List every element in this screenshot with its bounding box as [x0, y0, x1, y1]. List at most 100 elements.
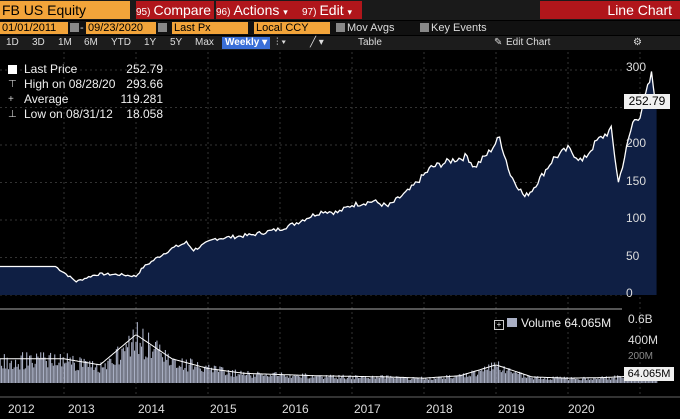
volume-bar — [565, 378, 567, 383]
range-5y[interactable]: 5Y — [170, 37, 183, 48]
range-bar — [0, 36, 680, 50]
legend-high-value: 293.66 — [126, 77, 163, 91]
range-6m[interactable]: 6M — [84, 37, 98, 48]
volume-bar — [447, 376, 449, 383]
period-select[interactable]: Weekly ▾ — [222, 37, 270, 49]
range-3d[interactable]: 3D — [32, 37, 45, 48]
volume-bar — [342, 374, 344, 383]
volume-bar — [59, 354, 61, 383]
volume-bar — [121, 348, 123, 383]
key-events-label[interactable]: Key Events — [431, 22, 487, 34]
volume-bar — [27, 365, 29, 383]
volume-bar — [517, 374, 519, 383]
volume-bar — [187, 371, 189, 383]
volume-bar — [215, 366, 217, 383]
volume-bar — [400, 377, 402, 383]
range-1m[interactable]: 1M — [58, 37, 72, 48]
key-events-checkbox[interactable] — [420, 23, 429, 32]
end-date-field[interactable]: 09/23/2020 — [86, 22, 156, 34]
volume-bar — [395, 376, 397, 383]
volume-bar — [166, 359, 168, 383]
volume-bar — [594, 378, 596, 383]
edit-chart-button[interactable]: Edit Chart — [506, 37, 551, 48]
volume-bar — [356, 375, 358, 383]
white-square-icon — [8, 65, 17, 74]
expand-icon[interactable]: + — [494, 320, 504, 330]
start-date-field[interactable]: 01/01/2011 — [0, 22, 68, 34]
volume-bar — [250, 375, 252, 383]
compare-button[interactable]: 95) Compare — [136, 1, 214, 19]
mov-avgs-checkbox[interactable] — [336, 23, 345, 32]
volume-bar — [233, 376, 235, 383]
edit-chart-icon[interactable]: ✎ — [494, 37, 503, 48]
volume-bar — [618, 375, 620, 383]
edit-dropdown-icon: ▾ — [347, 7, 352, 17]
volume-bar — [418, 377, 420, 383]
volume-bar — [435, 378, 437, 383]
volume-bar — [464, 377, 466, 383]
volume-bar — [307, 378, 309, 383]
volume-bar — [402, 376, 404, 383]
volume-bar — [584, 378, 586, 383]
volume-value: 64.065M — [564, 316, 612, 330]
price-line — [0, 71, 658, 283]
volume-bar — [444, 378, 446, 383]
table-button[interactable]: Table — [358, 37, 382, 48]
mov-avgs-label[interactable]: Mov Avgs — [347, 22, 395, 34]
volume-bar — [71, 364, 73, 383]
volume-bar — [425, 377, 427, 383]
volume-bar — [296, 374, 298, 383]
volume-bar — [227, 370, 229, 383]
ticker-field[interactable]: FB US Equity — [0, 1, 130, 19]
volume-bar — [129, 356, 131, 383]
calendar-icon[interactable] — [158, 23, 167, 32]
volume-bar — [148, 332, 150, 383]
volume-bar — [453, 377, 455, 383]
volume-bar — [138, 354, 140, 383]
volume-bar — [600, 377, 602, 383]
legend-last: Last Price 252.79 — [8, 62, 163, 77]
range-ytd[interactable]: YTD — [111, 37, 131, 48]
volume-bar — [68, 361, 70, 383]
volume-bar — [290, 377, 292, 383]
volume-bar — [338, 375, 340, 383]
volume-bar — [50, 352, 52, 383]
legend-high-label: High on 08/28/20 — [24, 77, 116, 91]
edit-button[interactable]: 97) Edit ▾ — [302, 1, 362, 19]
volume-bar — [542, 378, 544, 383]
range-1d[interactable]: 1D — [6, 37, 19, 48]
chart-type-icon[interactable]: ⫶ ▾ — [276, 37, 287, 48]
volume-bar — [407, 377, 409, 383]
field-select[interactable]: Last Px — [172, 22, 248, 34]
volume-tick-200m: 200M — [628, 351, 654, 362]
calendar-icon[interactable] — [70, 23, 79, 32]
settings-icon[interactable]: ⚙ — [633, 37, 642, 48]
volume-bar — [449, 375, 451, 383]
volume-bar — [220, 367, 222, 383]
volume-bar — [153, 348, 155, 383]
last-price-box: 252.79 — [624, 94, 670, 109]
volume-bar — [15, 359, 17, 383]
volume-bar — [232, 370, 234, 383]
volume-bar — [362, 376, 364, 383]
volume-bar — [262, 375, 264, 383]
volume-bar — [510, 371, 512, 383]
range-1y[interactable]: 1Y — [144, 37, 157, 48]
volume-bar — [531, 377, 533, 383]
currency-select[interactable]: Local CCY — [254, 22, 330, 34]
actions-button[interactable]: 96) Actions ▾ — [216, 1, 314, 19]
draw-tools-icon[interactable]: ╱ ▾ — [310, 37, 324, 48]
price-tick-50: 50 — [626, 249, 640, 263]
volume-bar — [484, 366, 486, 383]
volume-bar — [87, 367, 89, 383]
range-max[interactable]: Max — [195, 37, 214, 48]
volume-bar — [241, 374, 243, 383]
volume-bar — [66, 353, 68, 383]
volume-tick-400m: 400M — [628, 333, 659, 347]
volume-bar — [114, 364, 116, 383]
volume-bar — [485, 369, 487, 383]
volume-bar — [321, 376, 323, 383]
volume-bar — [195, 366, 197, 383]
volume-bar — [353, 379, 355, 383]
volume-bar — [558, 377, 560, 383]
